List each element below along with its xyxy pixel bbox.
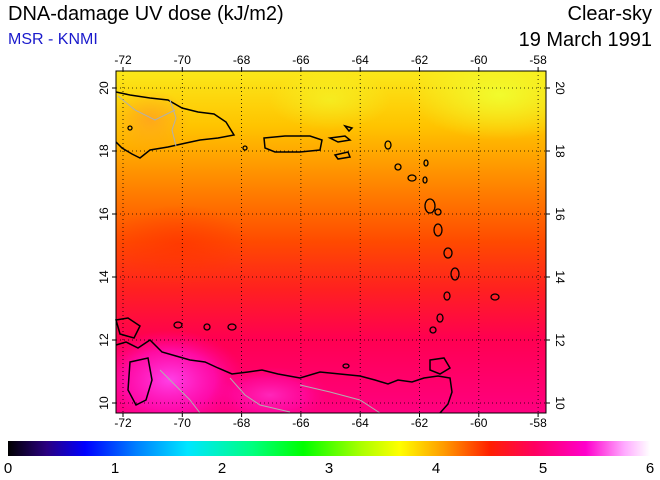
- colorbar-tick-label: 5: [538, 460, 548, 477]
- lon-tick-label: -62: [411, 416, 429, 430]
- lon-tick-label: -60: [470, 416, 488, 430]
- country-borders: [117, 95, 381, 414]
- lon-tick-label: -68: [233, 53, 251, 67]
- colorbar-tick-label: 4: [431, 460, 441, 477]
- colorbar-tick-label: 0: [3, 460, 13, 477]
- lon-tick-label: -68: [233, 416, 251, 430]
- colorbar-tick-label: 2: [217, 460, 227, 477]
- lon-tick-label: -70: [174, 53, 192, 67]
- lon-tick-label: -64: [352, 53, 370, 67]
- date-label: 19 March 1991: [518, 29, 652, 51]
- lat-tick-label: 10: [97, 396, 111, 410]
- longitude-labels-bottom: -72 -70 -68 -66 -64 -62 -60 -58: [114, 416, 547, 430]
- lat-tick-label: 10: [553, 396, 567, 410]
- lat-tick-label: 12: [97, 333, 111, 347]
- lon-tick-label: -70: [174, 416, 192, 430]
- sky-condition-label: Clear-sky: [567, 3, 652, 25]
- latitude-labels-left: 20 18 16 14 12 10: [97, 81, 111, 410]
- lat-tick-label: 16: [97, 207, 111, 221]
- longitude-labels-top: -72 -70 -68 -66 -64 -62 -60 -58: [114, 53, 547, 67]
- lat-lon-grid: [116, 71, 546, 413]
- colorbar: [8, 441, 650, 456]
- lon-tick-label: -72: [114, 53, 132, 67]
- colorbar-tick-label: 6: [645, 460, 655, 477]
- source-label: MSR - KNMI: [8, 31, 98, 48]
- virgin-islands-coast: [327, 124, 354, 160]
- lat-tick-label: 14: [97, 270, 111, 284]
- lon-tick-label: -66: [292, 53, 310, 67]
- lon-tick-label: -64: [352, 416, 370, 430]
- lat-tick-label: 18: [553, 144, 567, 158]
- puerto-rico-coast: [263, 135, 323, 153]
- lon-tick-label: -60: [470, 53, 488, 67]
- lat-tick-label: 12: [553, 333, 567, 347]
- lon-tick-label: -58: [529, 53, 547, 67]
- map-frame: [115, 70, 547, 414]
- lon-tick-label: -58: [529, 416, 547, 430]
- lat-tick-label: 16: [553, 207, 567, 221]
- peninsula-coast: [115, 317, 141, 339]
- lon-tick-label: -62: [411, 53, 429, 67]
- lat-tick-label: 20: [97, 81, 111, 95]
- lat-tick-label: 14: [553, 270, 567, 284]
- lat-tick-label: 20: [553, 81, 567, 95]
- tick-marks: [112, 67, 550, 417]
- trinidad-coast: [429, 357, 452, 375]
- colorbar-tick-label: 1: [110, 460, 120, 477]
- coastlines: [115, 91, 453, 414]
- lesser-antilles: [127, 125, 500, 369]
- colorbar-tick-label: 3: [324, 460, 334, 477]
- dose-field: [116, 71, 546, 413]
- south-america-coast: [115, 339, 453, 414]
- hispaniola-coast: [115, 91, 236, 159]
- lat-tick-label: 18: [97, 144, 111, 158]
- maracaibo-lake: [127, 357, 153, 406]
- lon-tick-label: -72: [114, 416, 132, 430]
- lon-tick-label: -66: [292, 416, 310, 430]
- chart-title: DNA-damage UV dose (kJ/m2): [8, 3, 284, 25]
- latitude-labels-right: 20 18 16 14 12 10: [553, 81, 567, 410]
